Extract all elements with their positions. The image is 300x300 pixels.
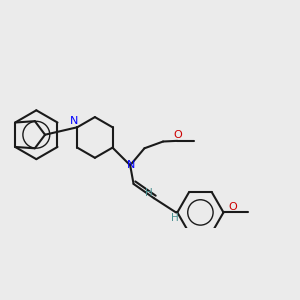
Text: H: H: [171, 213, 179, 223]
Text: H: H: [145, 188, 152, 198]
Text: O: O: [173, 130, 182, 140]
Text: N: N: [70, 116, 79, 127]
Text: O: O: [229, 202, 237, 212]
Text: N: N: [127, 160, 135, 170]
